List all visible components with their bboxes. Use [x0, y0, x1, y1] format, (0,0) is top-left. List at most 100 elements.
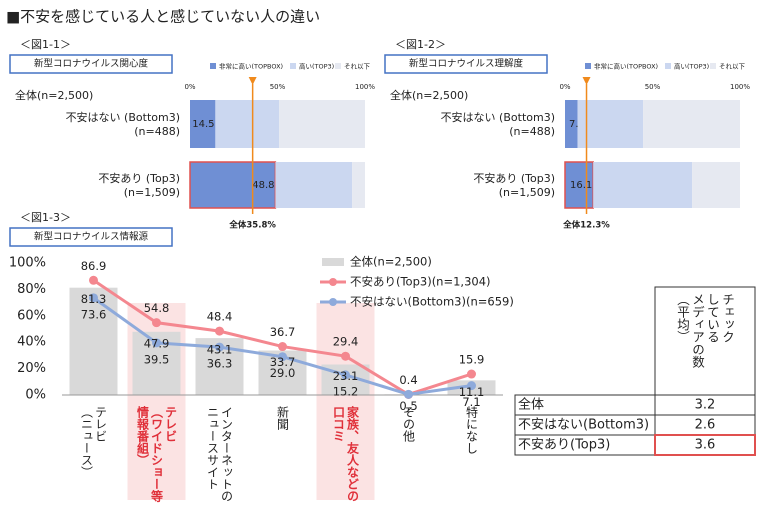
- legend-label: 不安はない(Bottom3)(n=659): [350, 295, 514, 309]
- category-label: 不安はない (Bottom3): [66, 110, 180, 124]
- point: [341, 370, 350, 380]
- title-box: [9, 227, 173, 247]
- legend-label: それ以下: [719, 63, 746, 71]
- value-label: 0.4: [399, 373, 417, 387]
- value-label: 7.1: [462, 395, 480, 409]
- point: [215, 342, 224, 352]
- figure-label: ＜図1-3＞: [20, 211, 71, 224]
- value-label: 43.1: [207, 343, 233, 357]
- bar-segment: [215, 100, 280, 148]
- header-line: （平均）: [675, 293, 690, 343]
- value-label: 73.6: [81, 307, 107, 321]
- title-box: [9, 54, 173, 74]
- group-label: 全体(n=2,500): [15, 88, 93, 102]
- reference-marker: [582, 77, 591, 85]
- chart-title: 新型コロナウイルス関心度: [34, 58, 149, 70]
- legend-swatch: [585, 63, 591, 69]
- legend-label: 不安あり(Top3)(n=1,304): [350, 275, 491, 289]
- bar-segment: [577, 100, 644, 148]
- bar-segment: [593, 162, 693, 208]
- category-label: インターネットの ニュースサイト: [205, 406, 234, 502]
- point: [278, 352, 287, 362]
- category-note: (n=488): [134, 125, 180, 138]
- value-label: 23.1: [333, 369, 359, 383]
- legend-label: 全体(n=2,500): [350, 255, 432, 269]
- category-label: 新聞: [275, 406, 290, 430]
- point: [278, 342, 287, 352]
- category-note: (n=1,509): [499, 186, 555, 199]
- legend-swatch: [290, 63, 296, 69]
- category-label: 不安あり (Top3): [473, 171, 555, 185]
- point: [89, 293, 98, 303]
- category-label: 不安あり (Top3): [98, 171, 180, 185]
- figure-label: ＜図1-1＞: [20, 38, 71, 51]
- value-label: 36.7: [270, 325, 296, 339]
- value-label: 15.9: [459, 353, 485, 367]
- legend-label: 非常に高い(TOPBOX): [594, 62, 658, 71]
- legend-label: 非常に高い(TOPBOX): [219, 62, 283, 71]
- group-label: 全体(n=2,500): [390, 88, 468, 102]
- legend-swatch: [665, 63, 671, 69]
- reference-marker: [248, 77, 257, 85]
- legend-swatch: [335, 63, 341, 69]
- row-value: 3.2: [695, 398, 716, 413]
- category-label: その他: [401, 406, 416, 442]
- value-label: 81.3: [81, 292, 107, 306]
- row-value: 2.6: [695, 418, 716, 433]
- row-label: 不安あり(Top3): [518, 438, 610, 453]
- point: [467, 369, 476, 379]
- value-label: 14.5: [192, 119, 214, 130]
- point: [89, 275, 98, 285]
- bar-segment: [279, 100, 365, 148]
- row-label: 全体: [518, 397, 544, 413]
- header-line: している: [705, 293, 720, 343]
- bar-segment: [352, 162, 365, 208]
- value-label: 48.4: [207, 310, 233, 324]
- legend-label: 高い(TOP3): [674, 62, 709, 71]
- legend-marker: [329, 298, 337, 306]
- point: [152, 318, 161, 328]
- row-value: 3.6: [695, 438, 716, 453]
- point: [341, 351, 350, 361]
- value-label: 11.1: [459, 385, 485, 399]
- x-tick-label: 100%: [355, 83, 375, 91]
- legend-marker: [329, 278, 337, 286]
- value-label: 48.8: [252, 180, 274, 191]
- category-note: (n=488): [509, 125, 555, 138]
- figure-label: ＜図1-2＞: [395, 38, 446, 51]
- y-tick-label: 100%: [9, 256, 46, 271]
- bar-segment: [643, 100, 740, 148]
- value-label: 29.4: [333, 335, 359, 349]
- table-header: チェック している メディアの数 （平均）: [675, 293, 735, 391]
- header-line: メディアの数: [690, 293, 705, 368]
- table-header-cell: [654, 286, 756, 396]
- value-label: 47.9: [144, 336, 170, 350]
- legend-label: それ以下: [344, 63, 371, 71]
- bar: [69, 287, 118, 395]
- x-tick-label: 100%: [730, 83, 750, 91]
- x-tick-label: 50%: [270, 83, 286, 91]
- category-label: 家族、友人などの 口コミ: [331, 406, 360, 502]
- value-label: 39.5: [144, 352, 170, 366]
- y-tick-label: 0%: [25, 388, 46, 403]
- value-label: 33.7: [270, 355, 296, 369]
- bar-segment: [190, 100, 216, 148]
- reference-label: 全体35.8%: [228, 220, 276, 231]
- legend-label: 高い(TOP3): [299, 62, 334, 71]
- bar-segment: [564, 161, 594, 209]
- value-label: 86.9: [81, 259, 107, 273]
- value-label: 15.2: [333, 384, 359, 398]
- value-label: 7.2: [569, 119, 585, 130]
- legend-swatch: [210, 63, 216, 69]
- category-label: テレビ （ニュース）: [79, 406, 108, 478]
- bar-segment: [189, 161, 277, 209]
- x-tick-label: 0%: [184, 83, 195, 91]
- y-tick-label: 60%: [17, 308, 46, 323]
- value-label: 54.8: [144, 301, 170, 315]
- title-box: [384, 54, 548, 74]
- bar-segment: [275, 162, 353, 208]
- category-label: 特になし: [464, 406, 479, 454]
- bar-segment: [565, 100, 578, 148]
